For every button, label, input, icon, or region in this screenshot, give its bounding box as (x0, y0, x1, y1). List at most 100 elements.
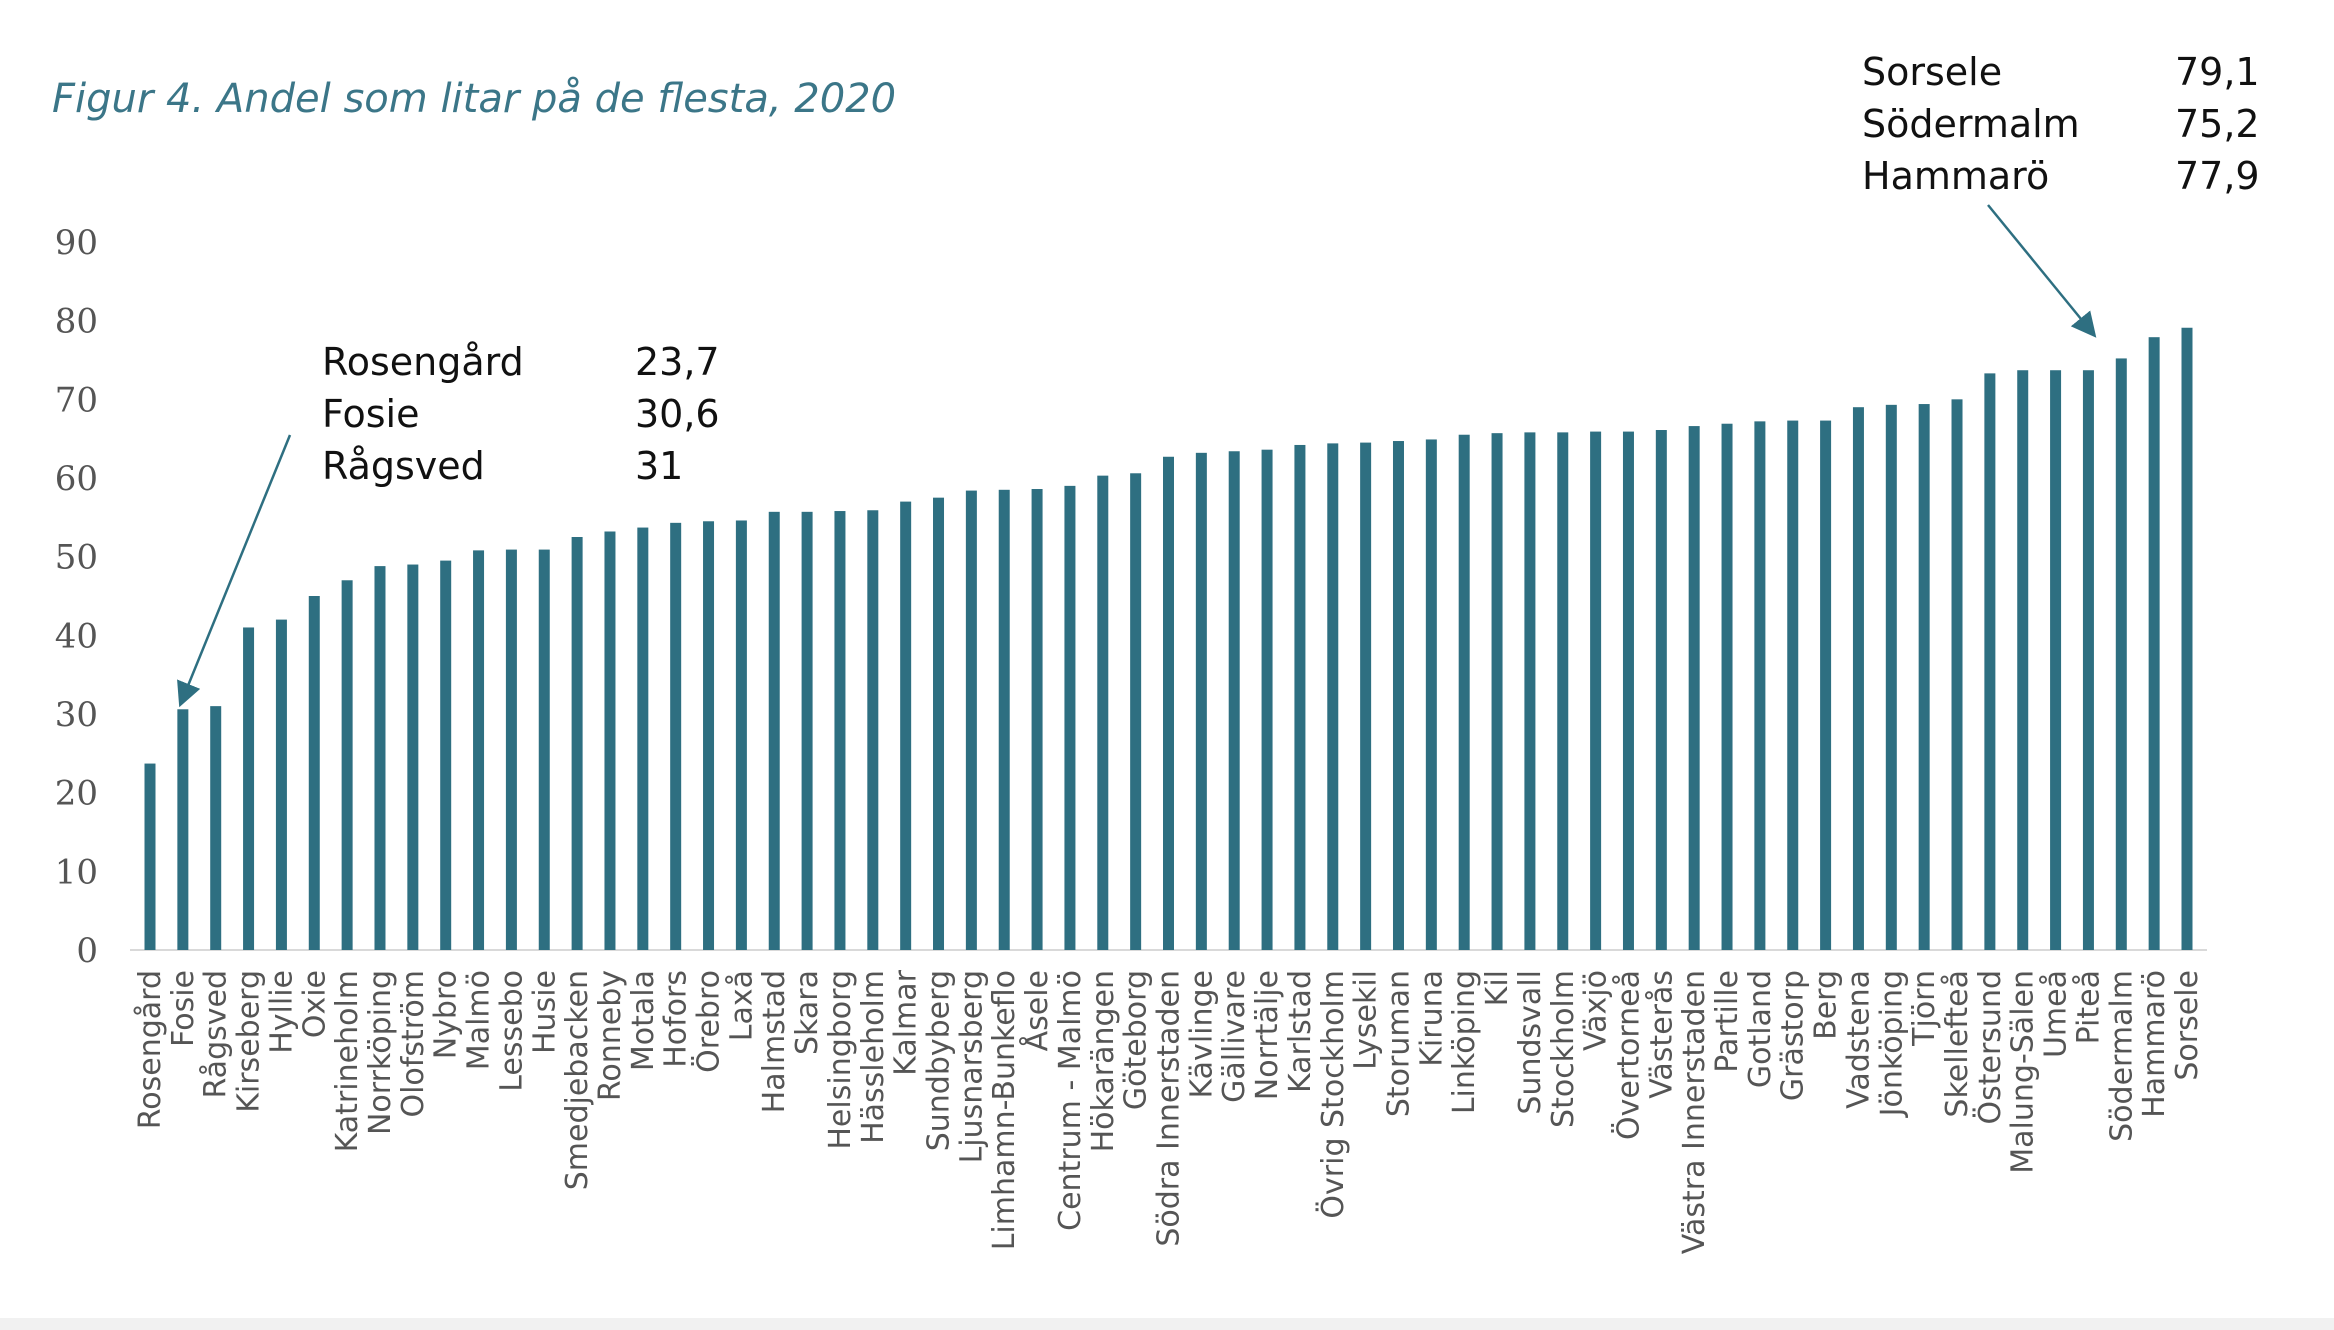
bar (1064, 485, 1076, 950)
bar (965, 490, 977, 950)
x-tick-label: Partille (1710, 970, 1745, 1073)
y-tick-label: 50 (55, 538, 98, 578)
x-tick-label: Gotland (1743, 970, 1778, 1088)
bar (1294, 444, 1306, 950)
x-tick-label: Västerås (1644, 970, 1679, 1099)
x-tick-label: Storuman (1381, 970, 1416, 1117)
bar (867, 510, 879, 950)
bar (801, 511, 813, 950)
x-tick-label: Kävlinge (1184, 970, 1219, 1098)
bar (275, 619, 287, 950)
bar (1918, 404, 1930, 950)
x-tick-label: Hyllie (264, 970, 299, 1054)
x-tick-label: Sundbyberg (922, 970, 957, 1151)
bar (1195, 452, 1207, 950)
x-tick-label: Helsingborg (823, 970, 858, 1150)
bar (1655, 430, 1667, 951)
x-tick-label: Karlstad (1283, 970, 1318, 1093)
bar (2017, 370, 2029, 950)
x-tick-label: Sorsele (2170, 970, 2205, 1081)
bar (834, 511, 846, 950)
x-tick-label: Rågsved (199, 970, 234, 1099)
bar (374, 566, 386, 950)
bar (1327, 443, 1339, 950)
bar (1392, 441, 1404, 950)
bar (768, 511, 780, 950)
bar (1228, 451, 1240, 950)
x-tick-label: Vadstena (1841, 970, 1876, 1109)
x-tick-label: Halmstad (757, 970, 792, 1113)
bar (1031, 489, 1043, 950)
bar (1951, 399, 1963, 950)
bar (2115, 358, 2127, 951)
bar (604, 531, 616, 950)
annotation-label: Sorsele (1862, 50, 2002, 94)
x-tick-label: Hässleholm (856, 970, 891, 1144)
x-tick-label: Östersund (1972, 970, 2008, 1125)
annotation-value: 79,1 (2175, 50, 2260, 94)
bar (473, 550, 485, 950)
x-tick-label: Laxå (724, 970, 759, 1041)
bar (1787, 420, 1799, 950)
bar (440, 560, 452, 950)
y-axis: 0 10 20 30 40 50 60 70 80 90 (55, 223, 98, 971)
bar (243, 627, 255, 950)
x-tick-label: Umeå (2039, 970, 2074, 1058)
annotation-value: 75,2 (2175, 102, 2260, 146)
x-tick-label: Västra Innerstaden (1677, 970, 1712, 1254)
bar (1097, 475, 1109, 950)
bar (1852, 407, 1864, 950)
bar (571, 537, 583, 950)
bar (2050, 370, 2062, 950)
x-tick-label: Ljusnarsberg (954, 970, 989, 1163)
bar (538, 549, 550, 950)
bar (2148, 337, 2160, 951)
x-tick-label: Hofors (659, 970, 694, 1068)
x-tick-label: Motala (626, 970, 661, 1071)
x-tick-label: Kil (1480, 970, 1515, 1006)
bar (1622, 431, 1634, 950)
x-tick-label: Kalmar (889, 969, 924, 1075)
bar (2082, 370, 2094, 950)
bar (177, 709, 189, 950)
bar (670, 522, 682, 950)
x-tick-label: Göteborg (1119, 970, 1154, 1110)
bar (2181, 327, 2193, 950)
footer-band (0, 1318, 2334, 1330)
x-tick-label: Södermalm (2104, 970, 2139, 1142)
x-tick-label: Kiruna (1414, 970, 1449, 1067)
x-tick-label: Hammarö (2137, 970, 2172, 1118)
x-tick-label: Jönköping (1874, 970, 1909, 1118)
chart-title: Figur 4. Andel som litar på de flesta, 2… (52, 76, 896, 122)
y-tick-label: 70 (55, 380, 98, 420)
bar (1557, 432, 1569, 951)
x-tick-label: Örebro (691, 970, 727, 1073)
bar (1721, 423, 1733, 951)
x-tick-label: Ronneby (593, 970, 628, 1101)
bar (1163, 456, 1174, 950)
bar (1360, 442, 1372, 950)
bar (1425, 439, 1437, 950)
bars (130, 327, 2207, 951)
annotation-label: Rågsved (322, 444, 485, 488)
x-tick-label: Malmö (462, 970, 497, 1070)
x-tick-label: Malung-Sälen (2006, 970, 2041, 1174)
bar (1261, 449, 1273, 950)
x-tick-label: Berg (1809, 970, 1844, 1040)
x-tick-label: Stockholm (1546, 970, 1581, 1128)
y-tick-label: 60 (55, 459, 98, 499)
x-tick-label: Husie (527, 970, 562, 1054)
x-tick-label: Lysekil (1349, 970, 1384, 1070)
bar (308, 596, 320, 950)
y-tick-label: 40 (55, 616, 98, 656)
bar (1491, 433, 1503, 950)
x-tick-label: Oxie (297, 970, 332, 1038)
x-tick-label: Sundsvall (1513, 970, 1548, 1115)
x-tick-label: Smedjebacken (560, 970, 595, 1190)
x-tick-label: Centrum - Malmö (1053, 970, 1088, 1231)
annotation-value: 31 (635, 444, 683, 488)
bar (144, 763, 156, 950)
x-tick-label: Norrköping (363, 970, 398, 1135)
bar (1524, 432, 1536, 951)
